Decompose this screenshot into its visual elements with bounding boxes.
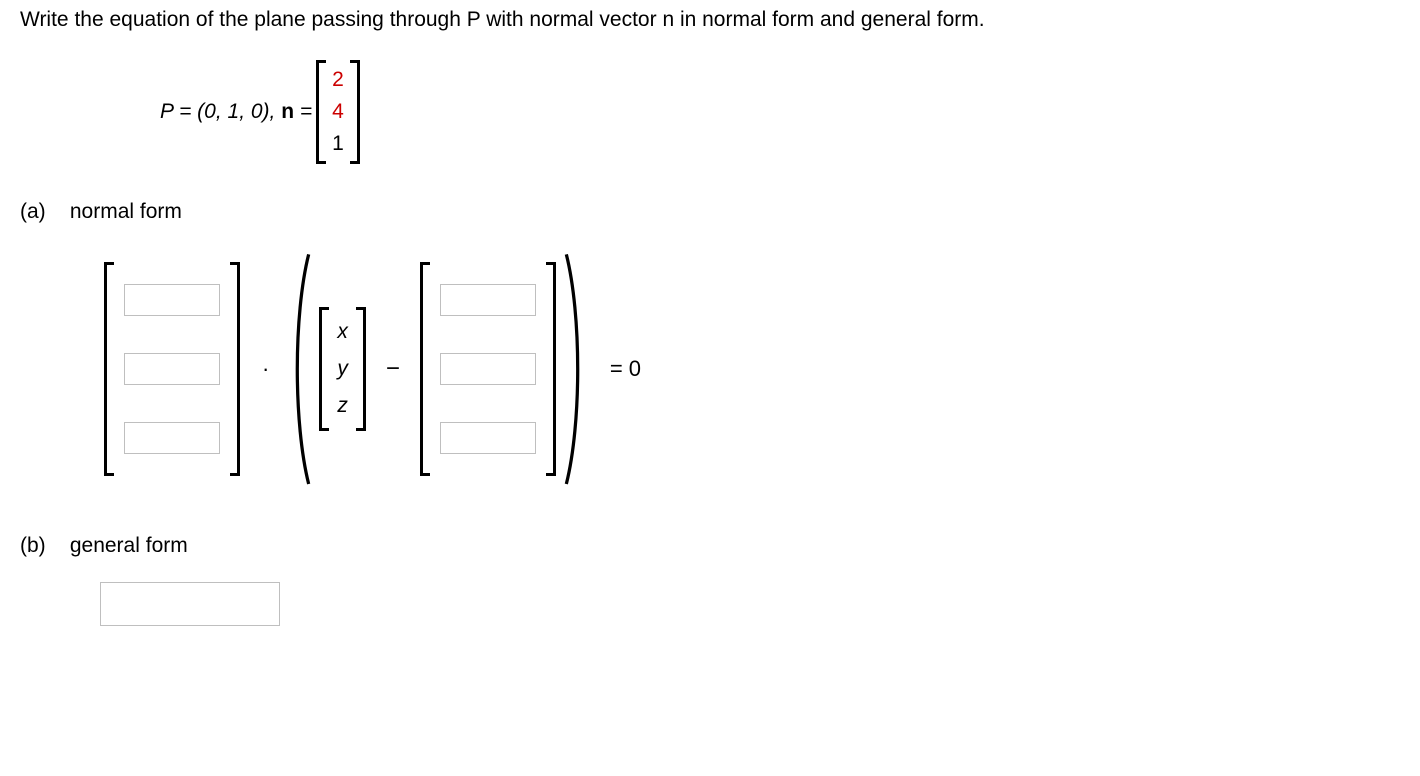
point-input-entries — [430, 262, 546, 476]
normal-symbol: n — [281, 100, 294, 123]
point-symbol: P — [160, 100, 173, 123]
paren-inner: x y z − — [313, 262, 562, 476]
general-form-input[interactable] — [100, 582, 280, 626]
xyz-x: x — [337, 318, 348, 346]
n-entry-1: 2 — [332, 66, 344, 94]
bracket-right-icon — [230, 262, 244, 476]
p-input-3[interactable] — [440, 422, 536, 454]
bracket-left-icon — [312, 60, 326, 164]
dot-operator: · — [258, 356, 273, 382]
n-input-3[interactable] — [124, 422, 220, 454]
bracket-left-icon — [100, 262, 114, 476]
bracket-left-icon — [315, 307, 329, 431]
normal-vector-entries: 2 4 1 — [326, 60, 350, 164]
part-a-label: (a) normal form — [20, 200, 1400, 224]
xyz-vector: x y z — [315, 307, 370, 431]
bracket-left-icon — [416, 262, 430, 476]
normal-input-entries — [114, 262, 230, 476]
bracket-right-icon — [546, 262, 560, 476]
xyz-entries: x y z — [329, 307, 356, 431]
part-a-letter: (a) — [20, 200, 64, 224]
xyz-y: y — [337, 355, 348, 383]
part-b-letter: (b) — [20, 534, 64, 558]
normal-vector: 2 4 1 — [312, 60, 364, 164]
point-input-vector — [416, 262, 560, 476]
part-b-text: general form — [70, 534, 188, 557]
given-data: P = (0, 1, 0), n = 2 4 1 — [160, 60, 1400, 164]
part-a-text: normal form — [70, 200, 182, 223]
n-entry-3: 1 — [332, 130, 344, 158]
prompt-text: Write the equation of the plane passing … — [20, 8, 985, 31]
p-input-1[interactable] — [440, 284, 536, 316]
bracket-right-icon — [356, 307, 370, 431]
part-b-label: (b) general form — [20, 534, 1400, 558]
question-container: Write the equation of the plane passing … — [0, 0, 1420, 646]
xyz-z: z — [337, 392, 348, 420]
part-b: (b) general form — [20, 534, 1400, 626]
normal-form-equation: · x y z − — [100, 250, 1400, 488]
bracket-right-icon — [350, 60, 364, 164]
n-input-2[interactable] — [124, 353, 220, 385]
point-value: = (0, 1, 0), — [173, 100, 281, 123]
question-prompt: Write the equation of the plane passing … — [20, 8, 1400, 32]
n-entry-2: 4 — [332, 98, 344, 126]
p-input-2[interactable] — [440, 353, 536, 385]
minus-operator: − — [384, 355, 402, 383]
paren-right-icon — [562, 250, 588, 488]
given-lhs: P = (0, 1, 0), n = — [160, 100, 312, 124]
paren-left-icon — [287, 250, 313, 488]
paren-group: x y z − — [287, 250, 588, 488]
equals-sign: = — [294, 100, 312, 123]
normal-input-vector — [100, 262, 244, 476]
n-input-1[interactable] — [124, 284, 220, 316]
equals-zero: = 0 — [610, 356, 641, 382]
